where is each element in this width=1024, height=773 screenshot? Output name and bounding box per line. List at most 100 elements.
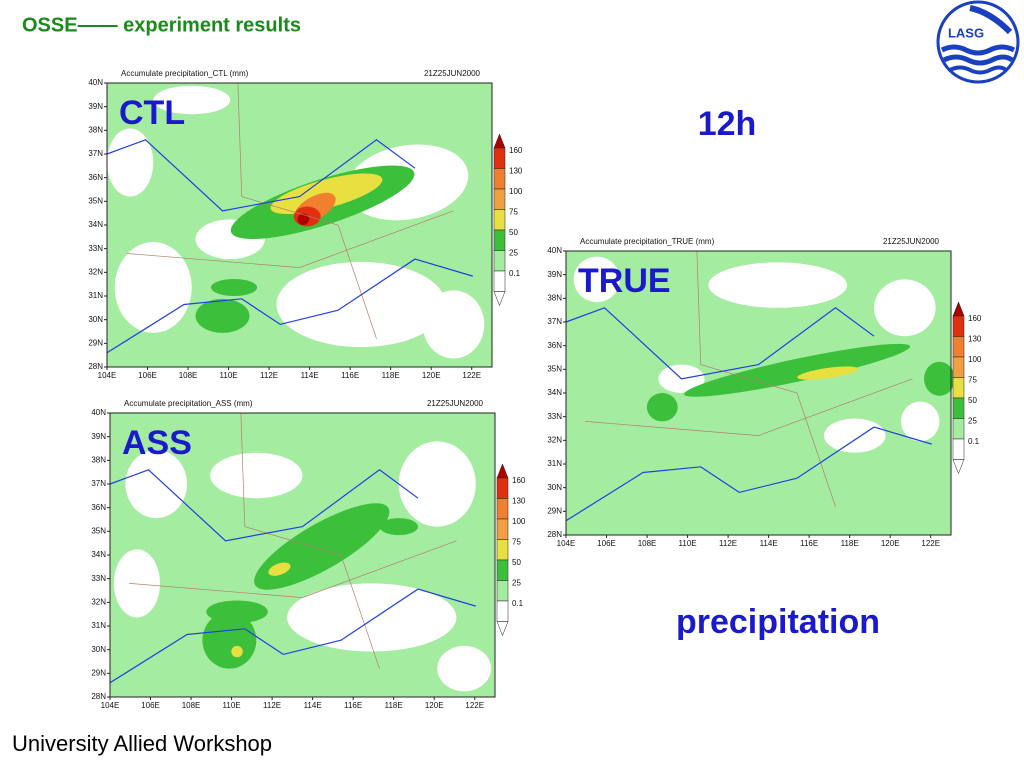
- map-panel: Accumulate precipitation_CTL (mm) 21Z25JU…: [88, 69, 523, 380]
- colorbar-top: [493, 133, 506, 149]
- precip-area: [573, 256, 620, 303]
- precip-area: [206, 600, 268, 624]
- lon-label: 104E: [101, 701, 120, 710]
- colorbar-label: 160: [509, 146, 523, 155]
- colorbar-label: 130: [968, 335, 982, 344]
- lat-label: 34N: [91, 550, 106, 559]
- map-title: Accumulate precipitation_TRUE (mm): [580, 237, 715, 246]
- lat-label: 33N: [88, 244, 103, 253]
- lon-label: 122E: [462, 371, 481, 380]
- lon-label: 114E: [760, 539, 778, 548]
- lon-label: 110E: [679, 539, 697, 548]
- lon-label: 108E: [179, 371, 198, 380]
- river: [109, 469, 476, 684]
- colorbar-bottom: [952, 459, 965, 475]
- colorbar-cell: [952, 438, 965, 460]
- lat-label: 35N: [88, 196, 103, 205]
- precip-area: [683, 343, 911, 397]
- lon-label: 104E: [557, 539, 576, 548]
- colorbar-label: 25: [509, 249, 518, 258]
- map-title: Accumulate precipitation_CTL (mm): [121, 69, 249, 78]
- lat-label: 31N: [88, 291, 103, 300]
- lon-label: 116E: [344, 701, 362, 710]
- lat-label: 36N: [88, 173, 103, 182]
- precip-area: [797, 366, 859, 380]
- colorbar-cell: [952, 397, 965, 419]
- colorbar-top: [496, 463, 509, 479]
- lon-label: 112E: [260, 371, 278, 380]
- panel-label: CTL: [119, 94, 185, 132]
- colorbar-cell: [496, 498, 509, 520]
- precip-area: [107, 128, 154, 197]
- colorbar-cell: [952, 336, 965, 358]
- colorbar-label: 0.1: [968, 437, 980, 446]
- colorbar-cell: [493, 209, 506, 231]
- lon-label: 118E: [385, 701, 403, 710]
- lat-label: 34N: [547, 388, 562, 397]
- lon-label: 120E: [881, 539, 900, 548]
- river: [565, 307, 932, 522]
- lon-label: 114E: [304, 701, 322, 710]
- precip-area: [195, 298, 250, 333]
- lon-label: 118E: [841, 539, 859, 548]
- footer: University Allied Workshop: [12, 731, 272, 756]
- colorbar-cell: [493, 147, 506, 169]
- colorbar-cell: [493, 188, 506, 210]
- slide-title: OSSE—— experiment results: [22, 14, 301, 36]
- logo: LASG: [936, 0, 1020, 84]
- panel-label: ASS: [122, 424, 192, 462]
- colorbar-cell: [952, 356, 965, 378]
- precip-area: [114, 242, 192, 333]
- precip-area: [437, 645, 492, 692]
- map-panel: Accumulate precipitation_ASS (mm) 21Z25JU…: [91, 399, 526, 710]
- lat-label: 28N: [547, 530, 562, 539]
- colorbar-top: [952, 301, 965, 317]
- lat-label: 39N: [88, 102, 103, 111]
- precip-area: [268, 562, 291, 576]
- lat-label: 39N: [547, 270, 562, 279]
- colorbar-label: 25: [968, 417, 977, 426]
- precip-area: [823, 418, 886, 453]
- precip-area: [422, 290, 485, 359]
- lon-label: 106E: [138, 371, 157, 380]
- colorbar-cell: [493, 250, 506, 272]
- precip-area: [874, 279, 936, 337]
- colorbar-label: 75: [509, 208, 518, 217]
- precip-area: [287, 583, 457, 652]
- colorbar-cell: [493, 270, 506, 292]
- lon-label: 118E: [382, 371, 400, 380]
- precip-area: [210, 452, 303, 499]
- colorbar-label: 100: [509, 187, 523, 196]
- precip-area: [924, 361, 955, 396]
- lat-label: 29N: [88, 338, 103, 347]
- lat-label: 35N: [91, 526, 106, 535]
- colorbar-label: 100: [968, 355, 982, 364]
- lon-label: 104E: [98, 371, 117, 380]
- lon-label: 106E: [141, 701, 160, 710]
- panel-label: TRUE: [578, 262, 671, 300]
- precip-area: [113, 549, 161, 618]
- colorbar-label: 50: [509, 228, 518, 237]
- colorbar-cell: [493, 229, 506, 251]
- lat-label: 29N: [91, 668, 106, 677]
- colorbar-label: 100: [512, 517, 526, 526]
- lat-label: 35N: [547, 364, 562, 373]
- colorbar-label: 75: [512, 538, 521, 547]
- colorbar-cell: [496, 477, 509, 499]
- colorbar-cell: [496, 600, 509, 622]
- lat-label: 31N: [91, 621, 106, 630]
- lon-label: 108E: [638, 539, 657, 548]
- precip-area: [276, 261, 446, 348]
- colorbar-cell: [496, 580, 509, 602]
- colorbar-cell: [496, 539, 509, 561]
- lon-label: 116E: [341, 371, 359, 380]
- lat-label: 30N: [88, 315, 103, 324]
- colorbar-cell: [952, 418, 965, 440]
- lat-label: 29N: [547, 506, 562, 515]
- lat-label: 36N: [91, 503, 106, 512]
- colorbar-label: 130: [512, 497, 526, 506]
- lon-label: 122E: [921, 539, 940, 548]
- lon-label: 122E: [465, 701, 484, 710]
- lat-label: 39N: [91, 432, 106, 441]
